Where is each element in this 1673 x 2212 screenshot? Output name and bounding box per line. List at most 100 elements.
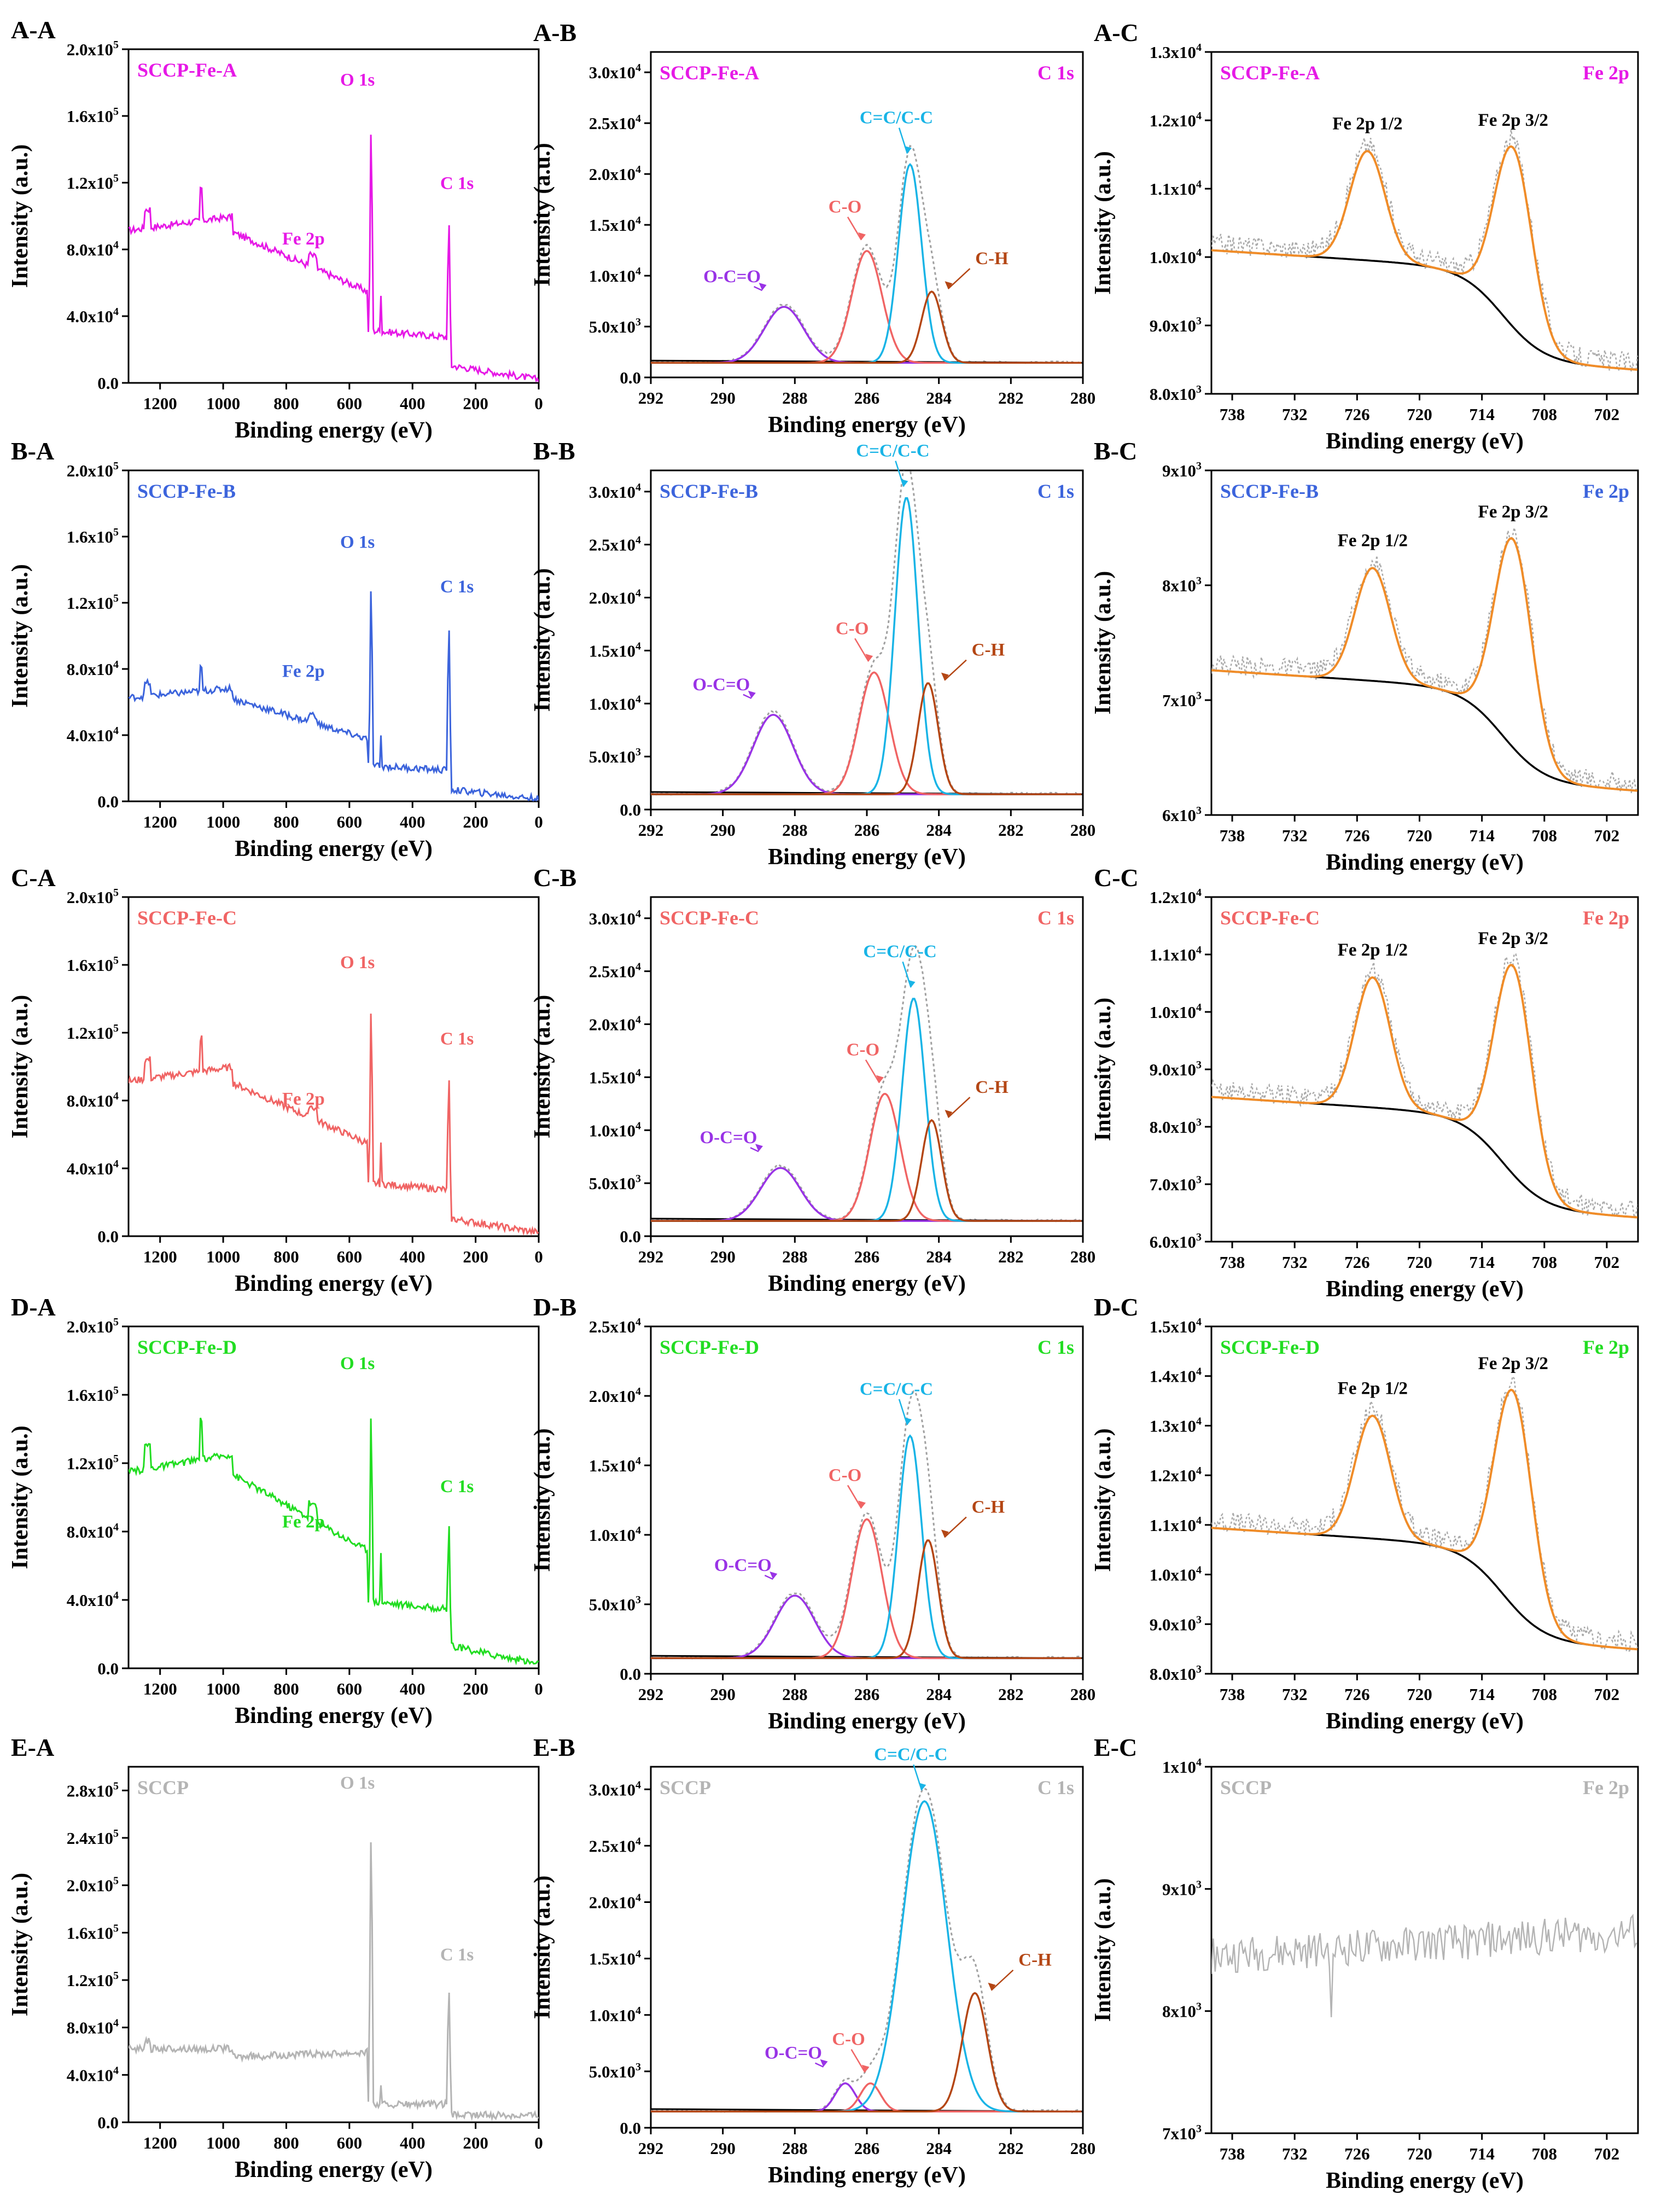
plot-area <box>1211 130 1638 373</box>
y-axis-label: Intensity (a.u.) <box>8 1873 33 2017</box>
panel-label: E-A <box>11 1733 54 1761</box>
y-tick-label: 1.5x104 <box>589 1455 641 1475</box>
y-tick-label: 4.0x104 <box>67 306 119 326</box>
annotation-arrow <box>764 1574 773 1580</box>
peak-label: Fe 2p 1/2 <box>1332 114 1402 133</box>
background <box>1211 669 1638 792</box>
x-tick-label: 1000 <box>206 1247 240 1266</box>
annotation-arrow <box>847 217 862 241</box>
y-tick-label: 0.0 <box>97 1227 119 1246</box>
plot-frame <box>650 1325 1084 1675</box>
arrow-head <box>988 1982 996 1990</box>
y-tick-label: 1.1x104 <box>1150 1515 1202 1535</box>
annotation-arrow <box>944 1516 967 1538</box>
y-tick-label: 8.0x103 <box>1150 383 1202 404</box>
x-tick-label: 282 <box>998 1247 1024 1266</box>
panel-label: E-B <box>533 1733 575 1761</box>
x-tick-label: 714 <box>1469 1685 1495 1704</box>
x-tick-label: 720 <box>1407 1253 1432 1272</box>
component-label: C-O <box>829 197 862 217</box>
annotation-arrow <box>854 638 870 662</box>
y-tick-label: 2.0x104 <box>589 1386 641 1406</box>
x-tick-label: 702 <box>1594 1253 1620 1272</box>
y-tick-label: 2.5x104 <box>589 1316 641 1336</box>
y-tick-label: 2.0x104 <box>589 1014 641 1034</box>
element-tag: C 1s <box>1037 62 1074 84</box>
measured-spectrum <box>1211 527 1638 794</box>
y-tick-label: 1.5x104 <box>589 1948 641 1969</box>
x-axis-label: Binding energy (eV) <box>768 2163 966 2188</box>
peak-label: O 1s <box>340 71 375 90</box>
x-tick-label: 400 <box>400 1679 425 1698</box>
x-tick-label: 280 <box>1070 2139 1096 2158</box>
y-tick-label: 5.0x103 <box>589 2061 641 2081</box>
panel-e-b: E-B 292 290 288 286 284 282 280 0.0 5.0x103 1.0x10… <box>530 1733 1095 2188</box>
peak-label: Fe 2p <box>282 229 325 249</box>
x-tick-label: 726 <box>1344 1253 1370 1272</box>
panel-label: C-A <box>11 864 56 892</box>
y-tick-label: 1.2x104 <box>1150 110 1202 130</box>
y-axis-label: Intensity (a.u.) <box>8 1425 33 1569</box>
sample-tag: SCCP <box>660 1777 711 1798</box>
y-tick-label: 5.0x103 <box>589 1594 641 1614</box>
plot-frame <box>1210 896 1639 1243</box>
x-tick-label: 600 <box>337 812 363 831</box>
x-tick-label: 200 <box>463 1679 488 1698</box>
y-tick-label: 0.0 <box>620 2118 641 2138</box>
y-tick-label: 5.0x103 <box>589 316 641 336</box>
x-axis-label: Binding energy (eV) <box>1326 1709 1524 1734</box>
component-label: C-H <box>972 641 1005 660</box>
x-tick-label: 280 <box>1070 820 1096 840</box>
measured-spectrum <box>1211 1375 1638 1652</box>
sample-tag: SCCP-Fe-D <box>660 1336 759 1358</box>
y-tick-label: 9x103 <box>1162 1878 1202 1899</box>
plot-area <box>651 470 1083 796</box>
peak-label: O 1s <box>340 953 375 973</box>
x-tick-label: 288 <box>782 388 808 408</box>
panel-b-c: B-C 738 732 726 720 714 708 702 6x103 7x103 8x103 9… <box>1091 437 1639 875</box>
y-tick-label: 2.0x104 <box>589 587 641 608</box>
y-tick-label: 1.6x105 <box>67 1922 119 1942</box>
y-tick-label: 1.0x104 <box>589 1524 641 1545</box>
sample-tag: SCCP-Fe-B <box>1220 480 1319 502</box>
panel-label: B-B <box>533 437 575 465</box>
x-tick-label: 286 <box>854 820 880 840</box>
y-tick-label: 2.0x105 <box>67 1316 119 1336</box>
arrow-head <box>904 1417 912 1425</box>
component-label: C-O <box>832 2030 865 2050</box>
y-tick-label: 9.0x103 <box>1150 1059 1202 1079</box>
panel-b-a: B-A 1200 1000 800 600 400 200 0 0.0 4.0x104 8.0x10… <box>8 437 543 861</box>
sample-tag: SCCP-Fe-C <box>1220 907 1320 929</box>
x-tick-label: 286 <box>854 1247 880 1266</box>
sample-tag: SCCP-Fe-A <box>1220 62 1320 84</box>
x-tick-label: 720 <box>1407 1685 1432 1704</box>
y-tick-label: 2.5x104 <box>589 961 641 981</box>
x-tick-label: 738 <box>1220 2144 1245 2163</box>
x-tick-label: 708 <box>1532 1253 1558 1272</box>
measured-envelope <box>651 144 1082 364</box>
component-label: C=C/C-C <box>863 942 936 962</box>
x-tick-label: 400 <box>400 2133 425 2152</box>
annotation-arrow <box>754 286 763 292</box>
x-axis-label: Binding energy (eV) <box>235 418 433 443</box>
fitted-envelope <box>1211 1388 1638 1651</box>
survey-spectrum <box>129 1014 539 1236</box>
x-axis-label: Binding energy (eV) <box>768 1271 966 1296</box>
y-tick-label: 6.0x103 <box>1150 1231 1202 1251</box>
arrow-head <box>945 281 953 289</box>
plot-frame <box>127 48 540 384</box>
annotation-arrow <box>750 1147 759 1152</box>
peak-label: O 1s <box>340 1773 375 1793</box>
plot-frame <box>1210 469 1639 816</box>
y-tick-label: 8.0x104 <box>67 1521 119 1541</box>
x-tick-label: 284 <box>926 388 952 408</box>
x-tick-label: 0 <box>534 812 543 831</box>
x-tick-label: 726 <box>1344 405 1370 424</box>
x-tick-label: 282 <box>998 388 1024 408</box>
panel-e-c: E-C 738 732 726 720 714 708 702 7x103 8x103 9x103 1… <box>1091 1733 1639 2193</box>
y-tick-label: 1.0x104 <box>589 693 641 713</box>
panel-label: E-C <box>1094 1733 1137 1761</box>
arrow-head <box>900 479 908 487</box>
component-c-h <box>651 1539 1082 1660</box>
x-tick-label: 732 <box>1282 2144 1308 2163</box>
